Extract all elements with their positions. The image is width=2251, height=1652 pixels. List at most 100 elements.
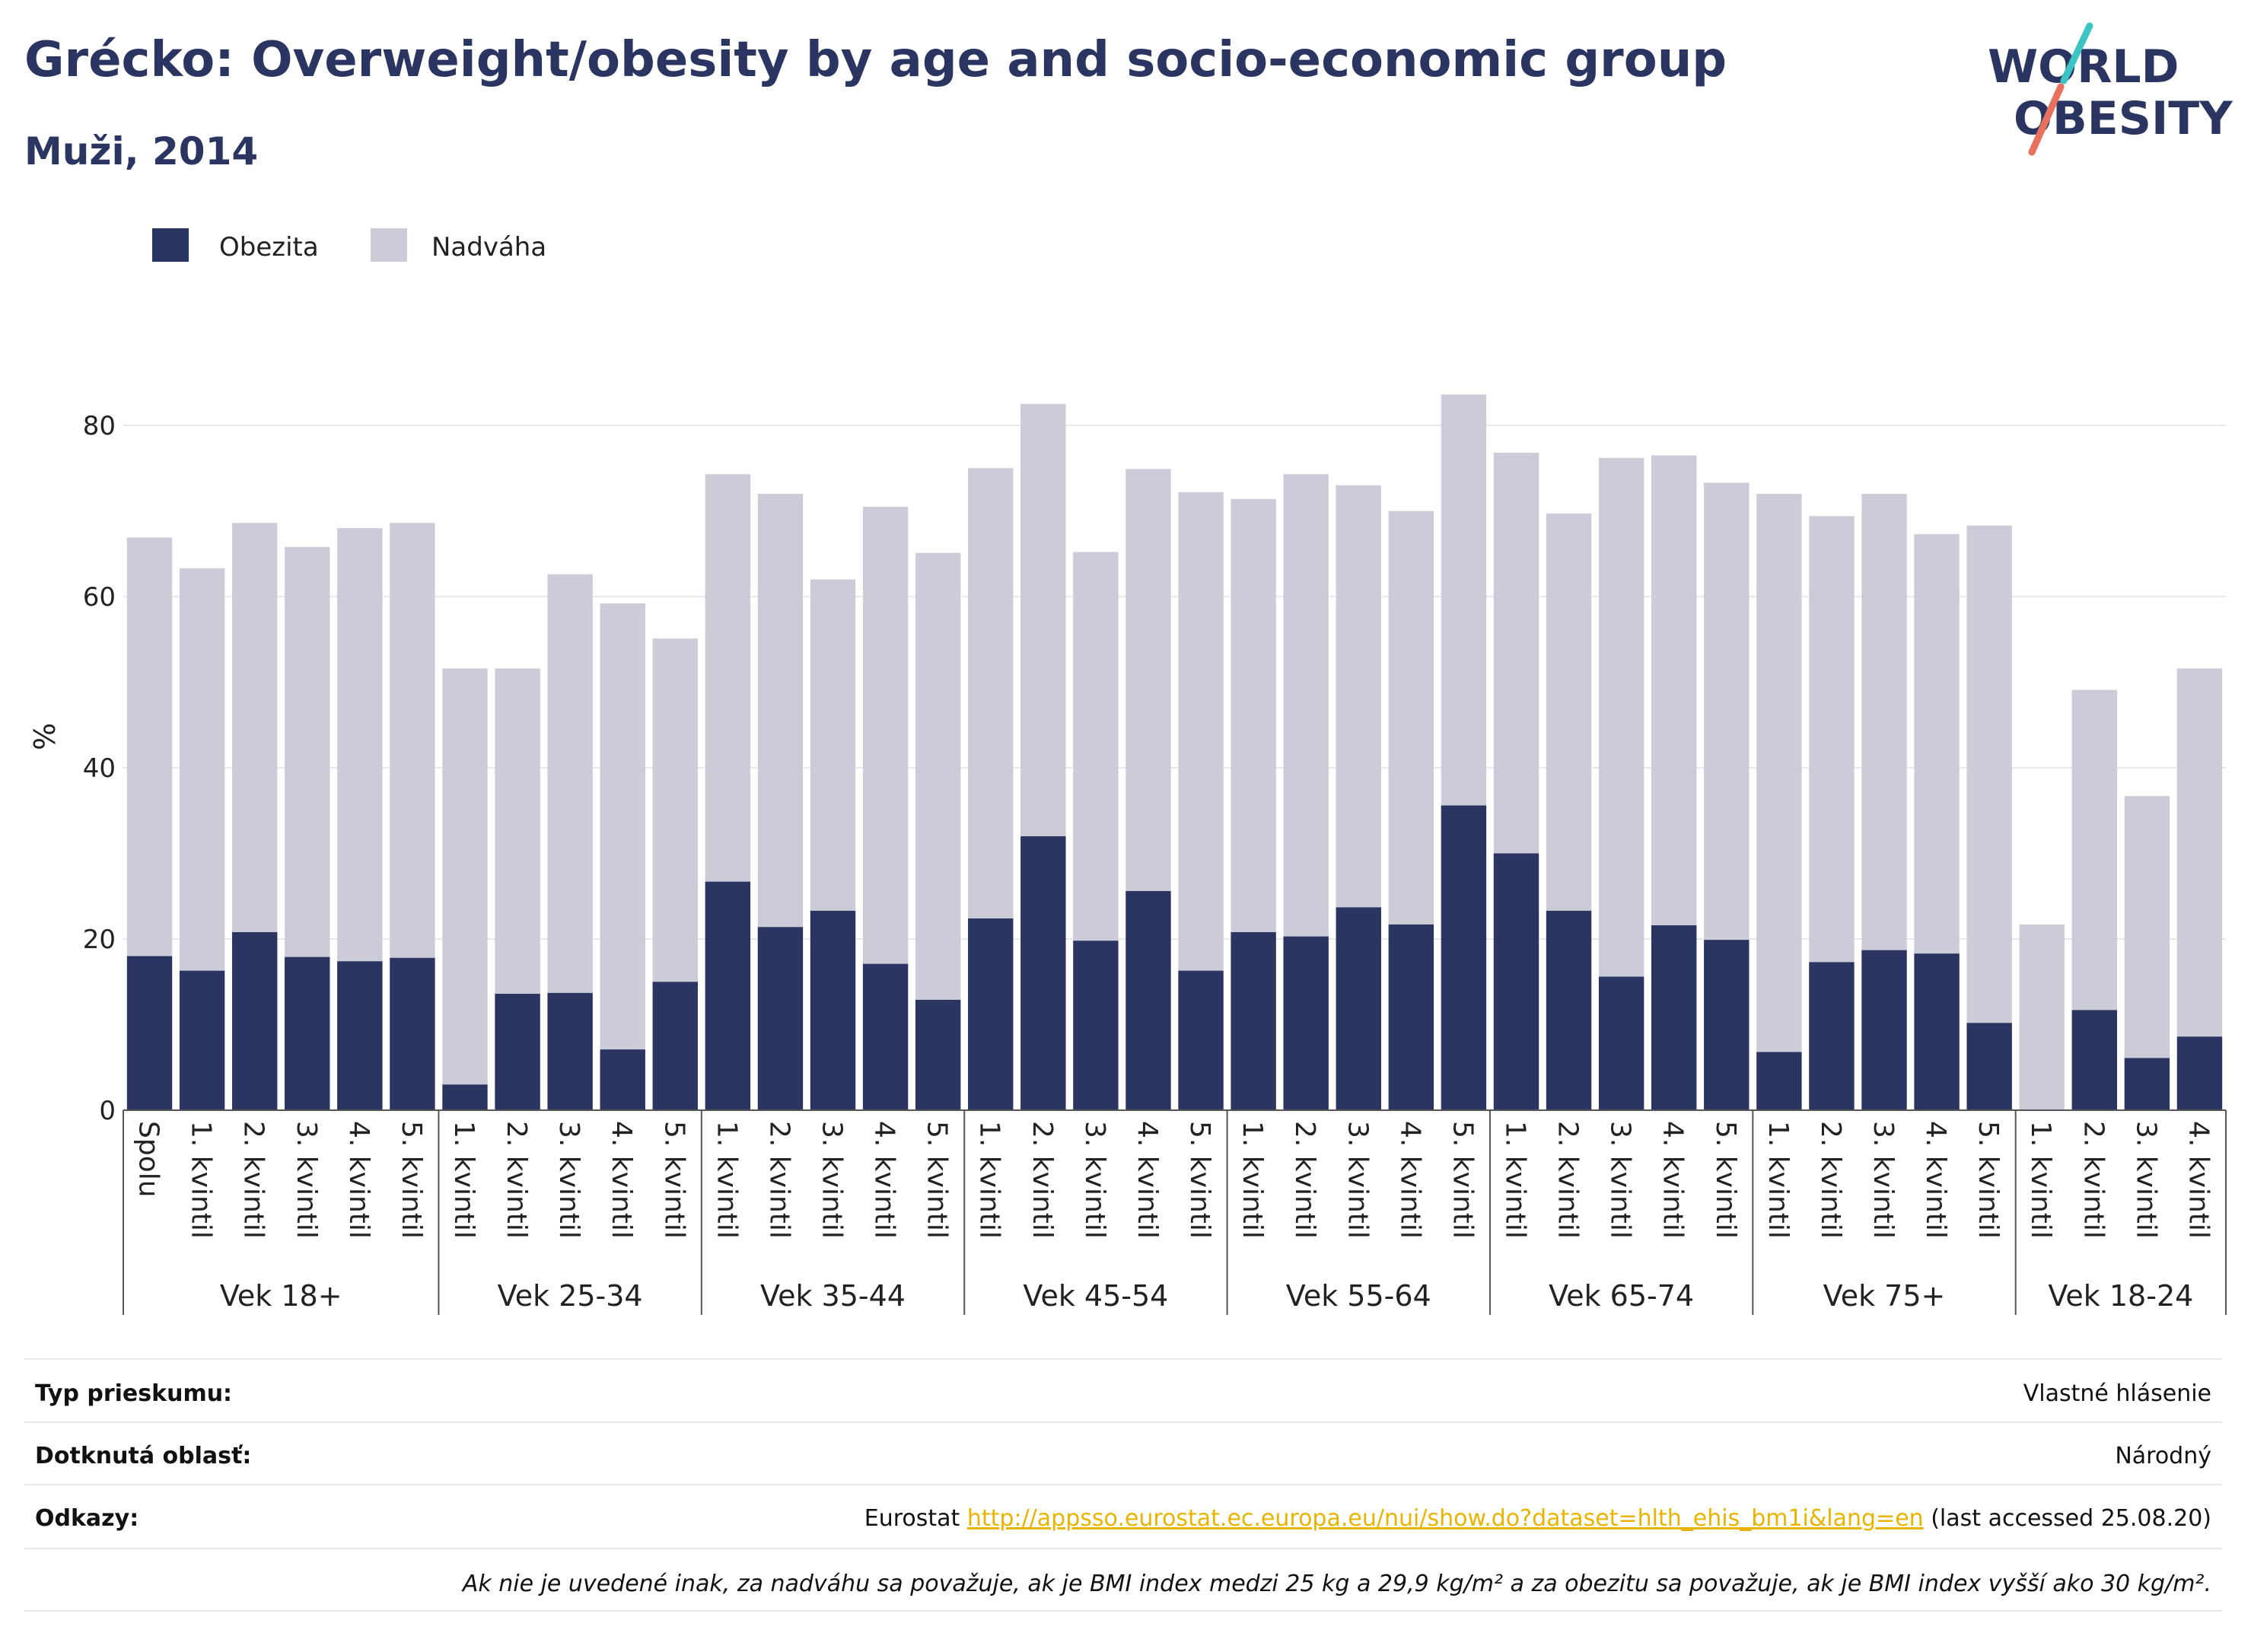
bar-obezita — [337, 961, 383, 1110]
bar-nadvaha — [2176, 668, 2223, 1037]
bar-nadvaha — [1493, 453, 1539, 854]
bar-obezita — [705, 881, 751, 1110]
bar-nadvaha — [600, 603, 645, 1050]
logo-coral-slash — [2028, 83, 2065, 156]
bar-nadvaha — [862, 506, 909, 964]
x-tick-label: 4. kvintil — [1920, 1121, 1951, 1239]
bar-nadvaha — [1073, 552, 1119, 941]
group-label: Vek 18+ — [220, 1279, 342, 1313]
bar-nadvaha — [757, 494, 804, 928]
legend-label-nadvaha: Nadváha — [431, 232, 546, 263]
x-tick-label: 5. kvintil — [1184, 1121, 1215, 1239]
x-tick-label: 3. kvintil — [1342, 1121, 1373, 1239]
survey-type-value: Vlastné hlásenie — [2023, 1380, 2211, 1407]
x-tick-label: 2. kvintil — [763, 1121, 794, 1239]
x-tick-label: 2. kvintil — [1815, 1121, 1846, 1239]
info-rule-top — [24, 1358, 2222, 1360]
bar-nadvaha — [285, 546, 330, 957]
bar-obezita — [1704, 940, 1750, 1110]
bar-obezita — [1861, 950, 1907, 1110]
x-tick-label: 5. kvintil — [658, 1121, 689, 1239]
group-label: Vek 75+ — [1823, 1279, 1946, 1313]
x-tick-label: 3. kvintil — [291, 1121, 322, 1239]
legend: Obezita Nadváha — [152, 228, 546, 263]
bar-obezita — [1651, 925, 1697, 1110]
x-tick-label: 5. kvintil — [396, 1121, 427, 1239]
bar-obezita — [1178, 970, 1224, 1110]
bar-obezita — [1598, 976, 1644, 1110]
bar-obezita — [495, 994, 540, 1110]
info-rule-2 — [24, 1484, 2222, 1485]
x-tick-label: 4. kvintil — [1132, 1121, 1163, 1239]
x-tick-label: 5. kvintil — [1710, 1121, 1741, 1239]
bar-obezita — [126, 956, 173, 1110]
y-tick-label: 40 — [83, 753, 116, 784]
bar-obezita — [1073, 941, 1119, 1110]
bar-obezita — [862, 963, 909, 1110]
x-tick-label: 4. kvintil — [606, 1121, 637, 1239]
y-tick-label: 0 — [99, 1096, 116, 1126]
axes: 0 20 40 60 80 Spolu 1. kvintil 2. kvintil 3. kvi… — [83, 411, 2227, 1315]
survey-type-label: Typ prieskumu: — [35, 1380, 233, 1407]
x-tick-label: 3. kvintil — [1079, 1121, 1110, 1239]
bar-obezita — [600, 1049, 645, 1110]
x-tick-label: 2. kvintil — [1027, 1121, 1058, 1239]
x-tick-label: 4. kvintil — [2183, 1121, 2214, 1239]
bar-obezita — [1493, 853, 1539, 1110]
x-tick-label: 1. kvintil — [974, 1121, 1005, 1239]
x-tick-label: 4. kvintil — [869, 1121, 900, 1239]
bar-nadvaha — [1651, 455, 1697, 925]
x-tick-label: 5. kvintil — [1972, 1121, 2004, 1239]
bar-nadvaha — [126, 537, 173, 957]
x-tick-label: 4. kvintil — [343, 1121, 374, 1239]
bar-nadvaha — [2071, 689, 2118, 1011]
bar-nadvaha — [810, 579, 856, 911]
x-tick-label: 1. kvintil — [2025, 1121, 2056, 1239]
x-tick-label: 3. kvintil — [817, 1121, 848, 1239]
bar-obezita — [1756, 1052, 1802, 1110]
bar-obezita — [968, 918, 1014, 1110]
bar-nadvaha — [968, 468, 1014, 918]
bar-nadvaha — [1861, 494, 1907, 950]
chart-title: Grécko: Overweight/obesity by age and so… — [24, 32, 1727, 88]
bar-obezita — [547, 992, 593, 1110]
y-tick-label: 80 — [83, 411, 116, 441]
x-tick-label: 5. kvintil — [922, 1121, 953, 1239]
x-tick-label: 3. kvintil — [553, 1121, 584, 1239]
bar-obezita — [757, 927, 804, 1110]
references-label: Odkazy: — [35, 1505, 139, 1532]
area-label: Dotknutá oblasť: — [35, 1443, 252, 1469]
info-rule-3 — [24, 1548, 2222, 1549]
bar-nadvaha — [1283, 474, 1329, 937]
eurostat-link[interactable]: http://appsso.eurostat.ec.europa.eu/nui/… — [966, 1505, 1924, 1532]
bar-obezita — [1336, 907, 1381, 1110]
group-label: Vek 35-44 — [760, 1279, 906, 1313]
bar-obezita — [1809, 962, 1855, 1110]
bar-nadvaha — [1020, 403, 1066, 836]
x-tick-label: 1. kvintil — [1762, 1121, 1794, 1239]
references-value: Eurostat http://appsso.eurostat.ec.europ… — [864, 1505, 2211, 1532]
bar-obezita — [1441, 805, 1487, 1110]
x-tick-label: 1. kvintil — [186, 1121, 217, 1239]
stacked-bar-chart: Obezita Nadváha 0 20 40 60 80 Spolu 1. kvintil… — [28, 228, 2227, 1315]
info-rule-bottom — [24, 1610, 2222, 1612]
x-tick-label: 2. kvintil — [1552, 1121, 1584, 1239]
y-tick-label: 60 — [83, 582, 116, 613]
bar-nadvaha — [1756, 494, 1802, 1052]
bar-obezita — [810, 910, 856, 1110]
legend-swatch-nadvaha — [371, 228, 407, 262]
bar-nadvaha — [337, 528, 383, 962]
bar-nadvaha — [915, 552, 961, 1000]
bar-obezita — [1966, 1023, 2012, 1110]
bar-obezita — [915, 999, 961, 1110]
bar-obezita — [285, 957, 330, 1110]
bar-nadvaha — [179, 568, 225, 971]
bar-obezita — [442, 1084, 488, 1110]
bar-obezita — [2176, 1036, 2223, 1110]
y-tick-label: 20 — [83, 925, 116, 955]
bar-obezita — [231, 932, 278, 1110]
bar-nadvaha — [1441, 394, 1487, 806]
bar-obezita — [652, 982, 698, 1110]
bar-obezita — [1914, 953, 1960, 1110]
bar-obezita — [1546, 910, 1592, 1110]
